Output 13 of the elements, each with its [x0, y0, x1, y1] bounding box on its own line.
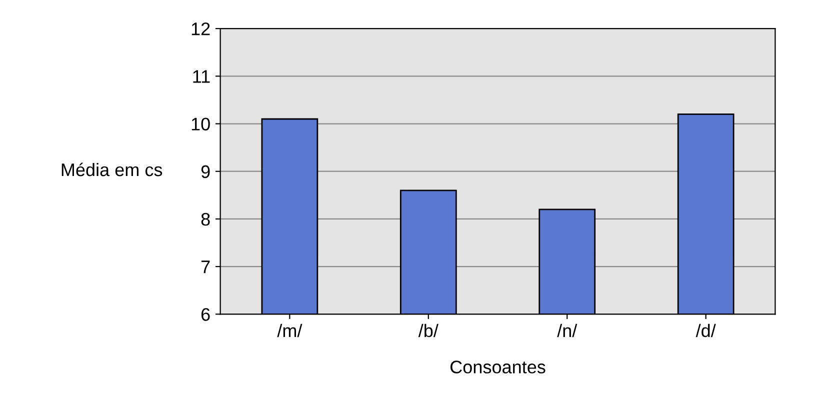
- x-tick-label: /n/: [557, 324, 578, 338]
- y-tick-label: 8: [201, 212, 210, 226]
- y-tick-label: 9: [201, 165, 210, 178]
- x-tick-label: /m/: [277, 324, 302, 338]
- x-tick-label: /b/: [418, 324, 438, 338]
- y-tick-label: 6: [201, 308, 210, 321]
- x-tick-label: /d/: [696, 324, 716, 338]
- y-tick-label: 7: [201, 260, 210, 274]
- y-tick-label: 12: [192, 22, 210, 36]
- x-axis-title: Consoantes: [450, 360, 546, 374]
- y-tick-label: 10: [192, 118, 210, 130]
- y-axis-title: Média em cs: [62, 162, 162, 176]
- y-tick-label: 11: [193, 70, 210, 83]
